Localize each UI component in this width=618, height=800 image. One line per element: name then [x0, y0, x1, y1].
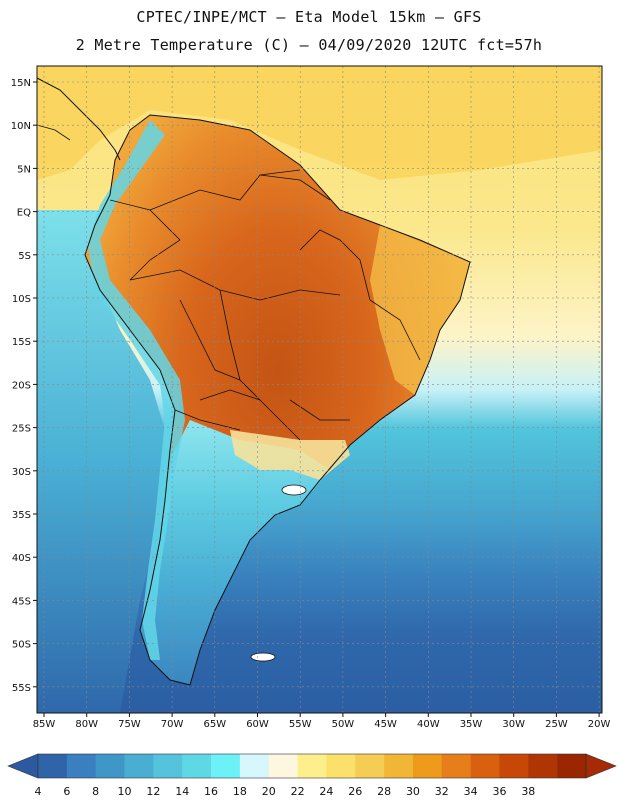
- colorbar-tick-label: 6: [63, 785, 70, 798]
- coastline: [84, 114, 471, 686]
- colorbar-tick-label: 18: [233, 785, 247, 798]
- colorbar-swatch: [499, 754, 529, 778]
- map-frame: [36, 65, 603, 714]
- colorbar-swatch: [66, 754, 96, 778]
- central-america-coast: [36, 77, 121, 161]
- colorbar-tick-label: 16: [204, 785, 218, 798]
- colorbar-tick-label: 20: [262, 785, 276, 798]
- rio-de-la-plata-lagoon: [281, 484, 307, 496]
- colorbar-tick-label: 30: [406, 785, 420, 798]
- country-borders: [109, 169, 421, 441]
- lat-label: 15S: [12, 337, 31, 348]
- lon-label: 65W: [203, 719, 226, 730]
- pacific-ocean: [37, 210, 165, 713]
- falkland-islands: [250, 652, 276, 662]
- lat-label: 55S: [12, 683, 31, 694]
- lon-label: 35W: [460, 719, 483, 730]
- colorbar-tick-label: 10: [118, 785, 132, 798]
- latitude-labels: 15N 10N 5N EQ 5S 10S 15S 20S 25S 30S 35S 40S 45S 50S 5…: [11, 78, 37, 694]
- colorbar-over-arrow: [585, 753, 617, 779]
- colorbar-swatch: [441, 754, 471, 778]
- lon-label: 20W: [588, 719, 611, 730]
- lat-label: 45S: [12, 596, 31, 607]
- colorbar-swatch: [412, 754, 443, 778]
- caribbean-warm-sea: [37, 66, 602, 180]
- lat-label: EQ: [17, 208, 31, 219]
- lat-label: 25S: [12, 424, 31, 435]
- lat-label: 50S: [12, 640, 31, 651]
- andes-ridge: [88, 120, 185, 660]
- colorbar-swatch: [182, 754, 212, 778]
- colorbar-swatch: [470, 754, 500, 778]
- central-america-coast-2: [36, 124, 71, 141]
- colorbar-tick-label: 36: [492, 785, 506, 798]
- colorbar-tick-label: 24: [319, 785, 333, 798]
- south-brazil-mild: [230, 430, 350, 480]
- lat-label: 10N: [11, 121, 31, 132]
- northeast-brazil-mild: [370, 225, 470, 395]
- chart-title-line2: 2 Metre Temperature (C) – 04/09/2020 12U…: [75, 36, 543, 54]
- colorbar-tick-label: 22: [291, 785, 305, 798]
- lat-label: 30S: [12, 467, 31, 478]
- lat-label: 40S: [12, 553, 31, 564]
- colorbar-tick-label: 14: [175, 785, 189, 798]
- colorbar-swatch: [153, 754, 183, 778]
- lon-label: 75W: [118, 719, 141, 730]
- lon-label: 55W: [289, 719, 312, 730]
- colorbar-tick-label: 38: [521, 785, 535, 798]
- lon-label: 60W: [246, 719, 269, 730]
- colorbar: 4 6 8 10 12 14 16 18 20 22 24 26 28 30 32 34 36 38: [7, 753, 617, 798]
- colorbar-swatch: [268, 754, 298, 778]
- map-area: [36, 65, 603, 714]
- lat-label: 5N: [17, 164, 31, 175]
- lon-label: 30W: [502, 719, 525, 730]
- lon-label: 80W: [75, 719, 98, 730]
- colorbar-tick-label: 8: [92, 785, 99, 798]
- longitude-labels: 85W 80W 75W 70W 65W 60W 55W 50W 45W 40W 35W 30W 25W 2…: [33, 713, 611, 730]
- colorbar-swatch: [211, 754, 241, 778]
- colorbar-swatch: [355, 754, 385, 778]
- colorbar-swatch: [528, 754, 558, 778]
- colorbar-swatch: [124, 754, 154, 778]
- colorbar-swatch: [95, 754, 125, 778]
- colorbar-swatch: [557, 754, 587, 778]
- colorbar-swatch: [326, 754, 356, 778]
- colorbar-tick-label: 12: [146, 785, 160, 798]
- lat-label: 10S: [12, 294, 31, 305]
- lat-label: 5S: [18, 251, 31, 262]
- lon-label: 70W: [161, 719, 184, 730]
- colorbar-under-arrow: [7, 753, 39, 779]
- lon-label: 40W: [417, 719, 440, 730]
- southern-cone-cool: [140, 420, 330, 685]
- colorbar-swatch: [38, 754, 68, 778]
- lon-label: 25W: [545, 719, 568, 730]
- colorbar-swatch: [297, 754, 327, 778]
- lon-label: 45W: [374, 719, 397, 730]
- chart-title-line1: CPTEC/INPE/MCT – Eta Model 15km – GFS: [136, 8, 482, 26]
- lon-label: 85W: [33, 719, 56, 730]
- lat-label: 20S: [12, 380, 31, 391]
- lat-label: 15N: [11, 78, 31, 89]
- colorbar-tick-label: 28: [377, 785, 391, 798]
- colorbar-outline: [37, 753, 587, 779]
- colorbar-swatch: [239, 754, 270, 778]
- lon-label: 50W: [332, 719, 355, 730]
- colorbar-tick-label: 26: [348, 785, 362, 798]
- colorbar-swatch: [384, 754, 414, 778]
- colorbar-tick-label: 32: [435, 785, 449, 798]
- lat-label: 35S: [12, 510, 31, 521]
- graticule: [37, 66, 602, 713]
- colorbar-tick-label: 34: [464, 785, 478, 798]
- colorbar-tick-label: 4: [35, 785, 42, 798]
